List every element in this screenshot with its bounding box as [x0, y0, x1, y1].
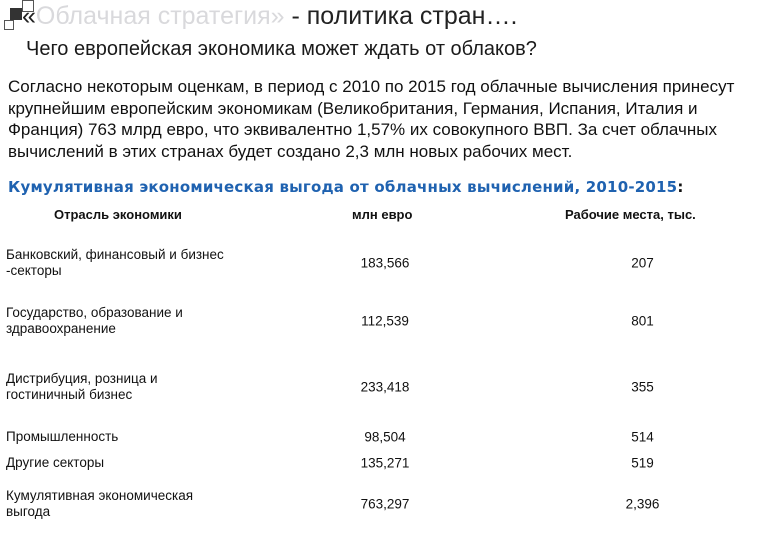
column-header: млн евро — [352, 207, 413, 222]
column-header: Отрасль экономики — [54, 207, 182, 222]
slide-title: «Облачная стратегия» - политика стран…. — [22, 2, 517, 31]
euro-cell: 98,504 — [364, 429, 406, 445]
title-part: Облачная стратегия» — [35, 2, 285, 30]
euro-cell: 183,566 — [360, 255, 410, 271]
euro-cell: 112,539 — [361, 313, 409, 329]
decor-square — [10, 8, 22, 20]
title-part: - политика стран…. — [284, 2, 518, 30]
euro-cell: 233,418 — [360, 379, 410, 395]
sector-cell: Кумулятивная экономическая выгода — [6, 488, 194, 519]
column-header: Рабочие места, тыс. — [565, 207, 696, 222]
caption-punctuation: : — [677, 178, 684, 196]
sector-cell: Дистрибуция, розница и гостиничный бизне… — [6, 371, 158, 402]
jobs-cell: 2,396 — [625, 496, 660, 512]
sector-cell: Государство, образование и здравоохранен… — [6, 305, 183, 336]
decor-square — [22, 0, 34, 12]
sector-cell: Банковский, финансовый и бизнес -секторы — [6, 247, 224, 278]
sector-cell: Другие секторы — [6, 455, 105, 470]
jobs-cell: 355 — [631, 379, 654, 395]
jobs-cell: 514 — [631, 429, 654, 445]
decor-square — [4, 20, 14, 30]
caption-text: Кумулятивная экономическая выгода от обл… — [8, 178, 678, 196]
jobs-cell: 207 — [631, 255, 654, 271]
slide-subtitle: Чего европейская экономика может ждать о… — [26, 38, 537, 60]
title-part: « — [22, 2, 36, 30]
sector-cell: Промышленность — [6, 429, 119, 444]
jobs-cell: 801 — [631, 313, 654, 329]
euro-cell: 135,271 — [360, 455, 410, 471]
table-caption: Кумулятивная экономическая выгода от обл… — [8, 178, 684, 196]
euro-cell: 763,297 — [360, 496, 410, 512]
jobs-cell: 519 — [631, 455, 654, 471]
paragraph: Согласно некоторым оценкам, в период с 2… — [8, 77, 735, 161]
